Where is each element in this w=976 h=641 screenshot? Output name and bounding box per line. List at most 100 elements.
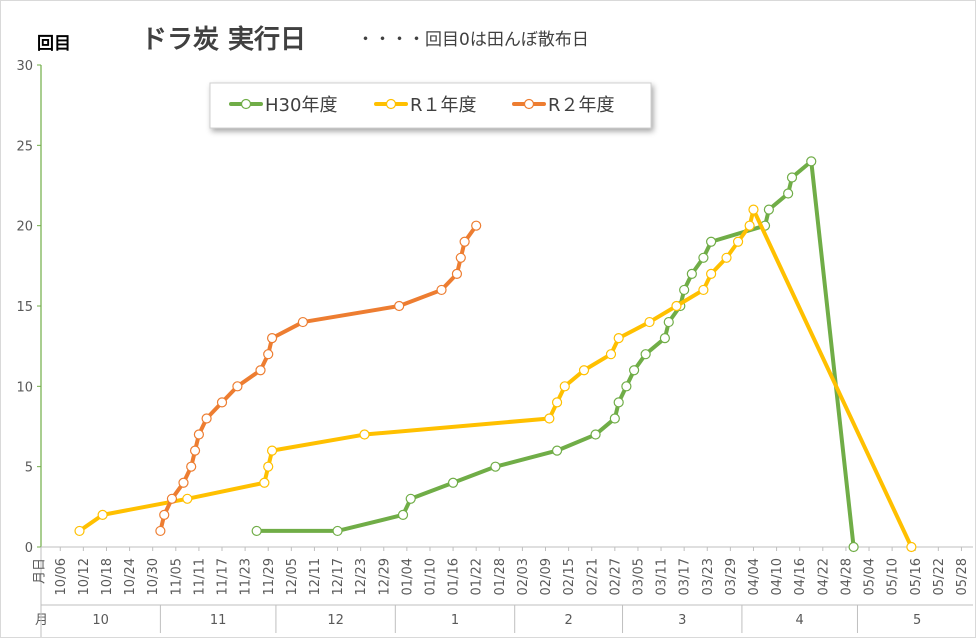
data-point <box>263 349 274 360</box>
x-tick-label: 10/24 <box>123 558 138 595</box>
data-point <box>706 268 717 279</box>
data-point <box>679 284 690 296</box>
data-point <box>698 284 709 296</box>
data-point <box>721 252 732 263</box>
x-tick-label: 03/23 <box>701 558 716 595</box>
data-point <box>201 413 212 424</box>
data-point <box>732 236 744 247</box>
data-point <box>786 172 798 183</box>
data-point <box>166 493 178 504</box>
data-point <box>332 525 343 537</box>
data-point <box>263 461 274 472</box>
x-tick-label: 12/05 <box>285 558 300 595</box>
data-point <box>447 477 459 488</box>
data-point <box>471 220 482 231</box>
month-label: 10 <box>92 613 109 628</box>
x-tick-label: 02/21 <box>585 558 600 595</box>
x-tick-label: 05/10 <box>886 558 901 595</box>
data-point <box>266 333 278 344</box>
data-point <box>621 381 632 392</box>
data-point <box>848 541 859 553</box>
data-point <box>97 509 108 520</box>
data-point <box>698 252 709 263</box>
data-point <box>255 365 266 376</box>
legend-marker <box>240 98 252 110</box>
x-tick-label: 01/22 <box>470 558 485 595</box>
data-point <box>182 493 193 504</box>
series-1 <box>251 156 859 553</box>
x-row-label-month: 月 <box>35 613 48 628</box>
x-tick-label: 11/17 <box>216 558 231 595</box>
month-label: 3 <box>678 613 686 628</box>
data-point <box>590 429 601 440</box>
data-point <box>266 445 278 456</box>
x-row-label-day: 月日 <box>33 558 48 584</box>
data-point <box>359 429 370 440</box>
x-tick-label: 03/05 <box>631 558 646 595</box>
data-point <box>259 477 270 488</box>
x-tick-label: 11/11 <box>192 558 207 595</box>
data-point <box>763 204 774 215</box>
data-point <box>663 316 674 328</box>
x-tick-label: 10/12 <box>77 558 92 595</box>
data-point <box>544 413 555 424</box>
x-tick-label: 05/04 <box>863 558 878 595</box>
data-point <box>451 268 463 279</box>
data-point <box>613 333 624 344</box>
x-tick-label: 10/30 <box>146 558 161 595</box>
month-label: 4 <box>796 613 804 628</box>
data-point <box>628 365 640 376</box>
data-point <box>297 316 308 328</box>
series-layer <box>74 156 917 553</box>
x-tick-label: 04/22 <box>816 558 831 595</box>
data-point <box>397 509 409 520</box>
x-tick-label: 01/04 <box>400 558 415 595</box>
x-tick-label: 05/22 <box>932 558 947 595</box>
data-point <box>159 509 170 520</box>
data-point <box>686 268 697 279</box>
series-2 <box>74 204 917 553</box>
y-tick-label: 10 <box>16 380 33 395</box>
data-point <box>189 445 201 456</box>
data-point <box>609 413 620 424</box>
x-tick-label: 02/27 <box>608 558 623 595</box>
y-tick-label: 15 <box>16 300 33 315</box>
data-point <box>806 156 817 167</box>
data-point <box>394 300 405 312</box>
data-point <box>551 445 563 456</box>
data-point <box>640 349 651 360</box>
data-point <box>186 461 197 472</box>
data-point <box>455 252 466 263</box>
legend-label: H30年度 <box>265 95 337 116</box>
data-point <box>193 429 205 440</box>
data-point <box>405 493 416 504</box>
x-tick-label: 12/23 <box>354 558 369 595</box>
x-tick-label: 11/23 <box>239 558 254 595</box>
data-point <box>671 300 682 312</box>
data-point <box>559 381 570 392</box>
chart-subtitle: ・・・・回目0は田んぼ散布日 <box>357 30 589 50</box>
x-tick-label: 04/28 <box>839 558 854 595</box>
x-tick-label: 02/09 <box>539 558 554 595</box>
x-tick-label: 03/17 <box>678 558 693 595</box>
x-tick-label: 02/15 <box>562 558 577 595</box>
month-label: 1 <box>451 613 459 628</box>
legend-marker <box>385 98 397 110</box>
x-tick-label: 04/04 <box>747 558 762 595</box>
y-tick-label: 20 <box>16 220 33 235</box>
x-tick-label: 03/29 <box>724 558 739 595</box>
x-tick-label: 03/11 <box>655 558 670 595</box>
legend-label: R１年度 <box>410 95 477 116</box>
x-tick-label: 05/28 <box>955 558 970 595</box>
data-point <box>459 236 470 247</box>
y-tick-label: 30 <box>16 59 33 74</box>
data-point <box>155 525 166 537</box>
x-tick-label: 04/16 <box>793 558 808 595</box>
x-tick-label: 01/10 <box>424 558 439 595</box>
data-point <box>178 477 189 488</box>
legend: H30年度 R１年度 R２年度 <box>209 82 652 129</box>
y-axis-label: 回目 <box>37 34 71 54</box>
x-tick-label: 10/18 <box>100 558 115 595</box>
